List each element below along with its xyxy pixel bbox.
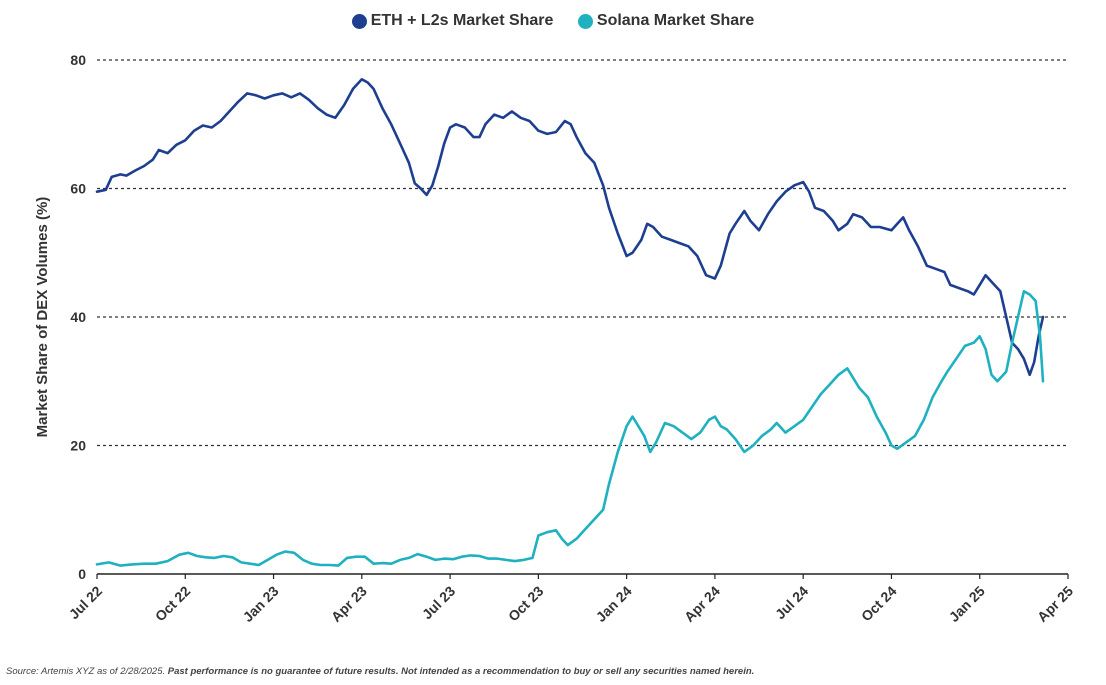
- x-tick-label: Jul 22: [66, 583, 106, 623]
- x-tick-label: Jul 23: [419, 583, 459, 623]
- legend-label-solana: Solana Market Share: [596, 12, 755, 29]
- chart-legend: ETH + L2s Market Share Solana Market Sha…: [0, 12, 1106, 34]
- legend-item-eth[interactable]: ETH + L2s Market Share: [351, 12, 554, 30]
- y-tick-label: 0: [78, 566, 86, 582]
- line-chart: 0 20 40 60 80 Jul 22 Oct 22 Jan 23 Apr 23 Jul 23…: [34, 52, 1076, 625]
- x-tick-label: Jan 25: [946, 583, 988, 625]
- disclaimer-text: Past performance is no guarantee of futu…: [167, 666, 755, 677]
- x-tick-label: Apr 24: [681, 583, 723, 625]
- y-axis-label: Market Share of DEX Volumes (%): [34, 197, 51, 438]
- x-tick-label: Jan 24: [593, 583, 635, 625]
- y-tick-label: 20: [70, 438, 86, 454]
- legend-marker-eth: [351, 13, 367, 29]
- y-tick-label: 60: [70, 181, 86, 197]
- x-tick-label: Oct 22: [152, 583, 194, 625]
- legend-item-solana[interactable]: Solana Market Share: [577, 12, 755, 30]
- legend-marker-solana: [577, 13, 593, 29]
- x-axis-ticks: Jul 22 Oct 22 Jan 23 Apr 23 Jul 23 Oct 23 Jan …: [66, 574, 1076, 625]
- series-line-solana: [95, 290, 1045, 567]
- x-tick-label: Oct 24: [858, 583, 900, 625]
- y-tick-label: 40: [70, 309, 86, 325]
- y-axis-ticks: 0 20 40 60 80: [70, 52, 86, 582]
- legend-label-eth: ETH + L2s Market Share: [370, 12, 554, 29]
- grid-lines: [97, 59, 1068, 575]
- x-tick-label: Jul 24: [772, 583, 812, 623]
- x-tick-label: Apr 25: [1034, 583, 1076, 625]
- x-tick-label: Apr 23: [328, 583, 370, 625]
- series-lines: [95, 78, 1045, 567]
- y-tick-label: 80: [70, 52, 86, 68]
- x-tick-label: Oct 23: [505, 583, 547, 625]
- series-line-eth-l2s: [95, 78, 1045, 377]
- source-note: Source: Artemis XYZ as of 2/28/2025. Pas…: [6, 666, 754, 677]
- x-tick-label: Jan 23: [240, 583, 282, 625]
- source-text: Source: Artemis XYZ as of 2/28/2025.: [6, 666, 166, 677]
